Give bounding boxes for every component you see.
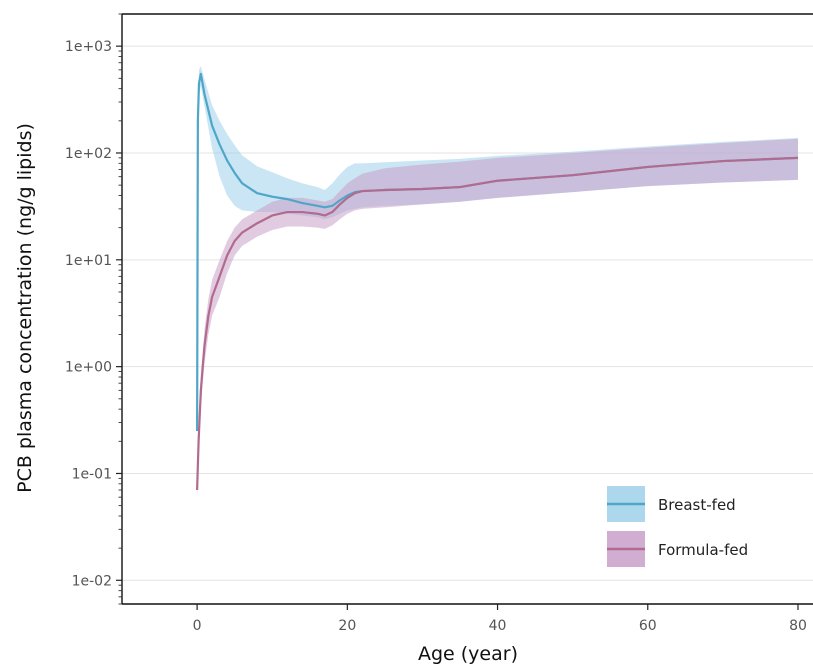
- x-tick-label: 80: [789, 618, 807, 634]
- legend-label-formula-fed: Formula-fed: [658, 541, 748, 559]
- y-tick-label: 1e+03: [65, 39, 112, 55]
- x-axis-ticks: 0 20 40 60 80: [193, 604, 807, 634]
- y-axis-title: PCB plasma concentration (ng/g lipids): [14, 123, 36, 493]
- y-axis-ticks: 1e-02 1e-01 1e+00 1e+01 1e+02 1e+03: [65, 13, 122, 605]
- legend-label-breast-fed: Breast-fed: [658, 496, 736, 514]
- y-tick-label: 1e+01: [65, 253, 112, 269]
- x-axis-title: Age (year): [418, 643, 518, 665]
- line-formula-fed: [196, 156, 799, 491]
- x-tick-label: 20: [338, 618, 356, 634]
- line-breast-fed: [196, 72, 799, 431]
- y-tick-label: 1e-02: [72, 573, 112, 589]
- series-lines: [196, 72, 799, 491]
- x-tick-label: 40: [489, 618, 507, 634]
- y-tick-label: 1e+00: [65, 360, 112, 376]
- legend: Breast-fed Formula-fed: [607, 486, 748, 567]
- x-tick-label: 0: [193, 618, 202, 634]
- x-tick-label: 60: [639, 618, 657, 634]
- confidence-bands: [197, 66, 798, 498]
- y-tick-label: 1e-01: [72, 466, 112, 482]
- axes: [121, 13, 813, 605]
- band-formula-fed: [197, 138, 798, 498]
- band-breast-fed: [197, 66, 798, 455]
- y-tick-label: 1e+02: [65, 146, 112, 162]
